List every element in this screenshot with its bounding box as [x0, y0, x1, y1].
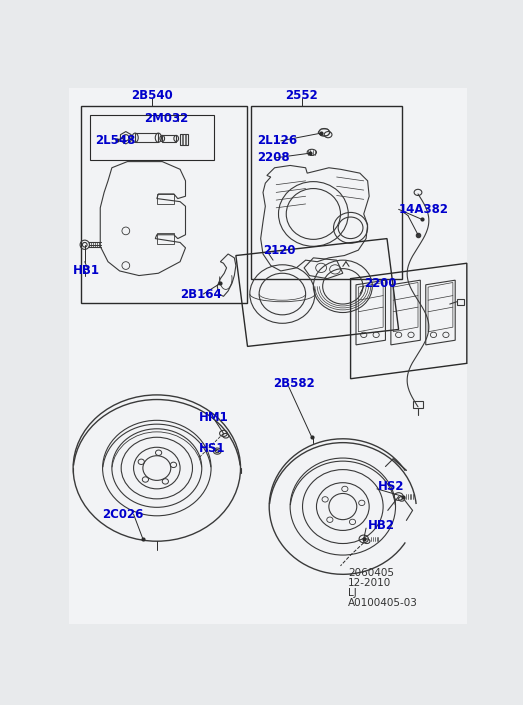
Text: 2552: 2552: [286, 89, 318, 102]
Text: HS2: HS2: [378, 480, 404, 493]
Text: LJ: LJ: [348, 588, 357, 598]
Text: 2M032: 2M032: [144, 112, 188, 125]
Bar: [180, 134, 188, 145]
Text: A0100405-03: A0100405-03: [348, 598, 418, 608]
Text: HB2: HB2: [368, 520, 395, 532]
Bar: [90, 116, 214, 160]
Text: 12-2010: 12-2010: [348, 578, 392, 588]
Text: 2B582: 2B582: [273, 377, 315, 390]
Text: 14A382: 14A382: [399, 203, 449, 216]
Text: 2208: 2208: [257, 152, 290, 164]
Text: 2C026: 2C026: [103, 508, 144, 521]
Text: HB1: HB1: [73, 264, 100, 278]
Bar: [135, 133, 158, 142]
Text: 2L548: 2L548: [95, 133, 135, 147]
Text: HS1: HS1: [199, 441, 225, 455]
Text: 2B540: 2B540: [131, 89, 173, 102]
Text: 2200: 2200: [364, 277, 396, 290]
Text: 2060405: 2060405: [348, 568, 394, 578]
Bar: [162, 135, 176, 142]
Text: 2B164: 2B164: [180, 288, 222, 300]
Text: 2L126: 2L126: [257, 135, 298, 147]
Bar: [81, 106, 247, 302]
Bar: [457, 299, 464, 305]
Text: 2120: 2120: [263, 244, 295, 257]
Text: HM1: HM1: [199, 411, 229, 424]
Bar: [413, 400, 424, 408]
Bar: [252, 106, 403, 279]
